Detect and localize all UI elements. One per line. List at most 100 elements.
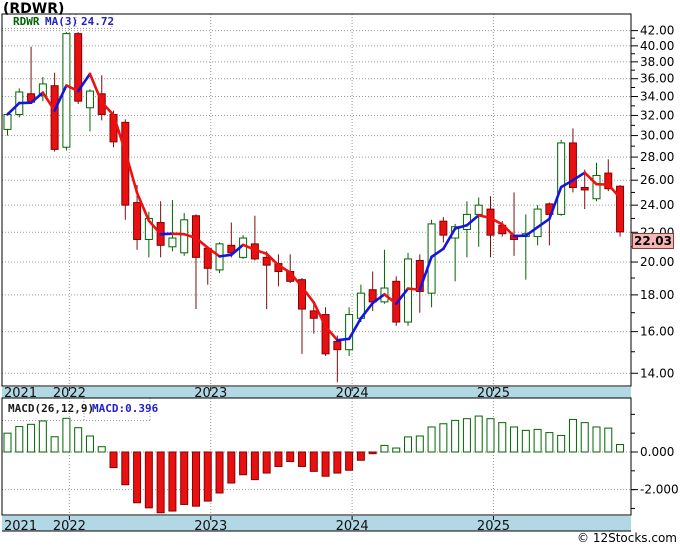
candle: [298, 279, 306, 310]
ma3-line-segment: [418, 255, 433, 292]
macd-bar: [180, 451, 189, 505]
macd-bar: [557, 434, 566, 453]
ma3-line-segment: [182, 232, 198, 240]
ma3-line-segment: [571, 171, 587, 182]
ma3-line-segment: [559, 178, 575, 189]
price-tick-label: 42.00: [640, 24, 674, 38]
macd-bar: [510, 426, 519, 453]
price-tick-label: 40.00: [640, 39, 674, 53]
candle: [133, 202, 142, 240]
ma3-line-segment: [536, 217, 551, 229]
candle: [616, 185, 625, 233]
ma3-line-segment: [100, 100, 115, 117]
macd-bar: [121, 451, 130, 486]
macd-bar: [321, 451, 330, 477]
ma3-line-segment: [41, 91, 56, 112]
macd-bar: [168, 451, 177, 512]
price-tick-label: 24.00: [640, 198, 674, 212]
ma3-line-segment: [347, 316, 363, 341]
macd-tick-label: 0.000: [640, 445, 674, 459]
ma3-line-segment: [253, 248, 268, 256]
macd-bar: [474, 415, 483, 453]
macd-bar: [415, 435, 424, 453]
ma3-line-segment: [324, 325, 339, 342]
macd-bar: [286, 451, 295, 463]
macd-bar: [156, 451, 165, 514]
macd-bar: [356, 451, 365, 461]
ma3-line-segment: [606, 183, 622, 200]
macd-bar: [545, 432, 554, 453]
ma3-line-segment: [524, 225, 539, 237]
year-label: 2021: [4, 519, 37, 534]
macd-bar: [451, 419, 460, 453]
macd-bar: [27, 423, 36, 453]
macd-bar: [227, 451, 236, 484]
price-tick-label: 28.00: [640, 150, 674, 164]
ma3-line-segment: [29, 91, 45, 105]
legend-ma-label: MA(3): [45, 15, 79, 28]
candle: [168, 237, 177, 248]
candle: [568, 142, 577, 188]
panel-border: [1, 397, 632, 516]
price-tick-label: 20.00: [640, 255, 674, 269]
candle: [604, 172, 613, 190]
macd-bar: [85, 435, 94, 453]
ma3-line-segment: [477, 213, 492, 220]
page-title: (RDWR): [3, 1, 65, 17]
candle: [3, 113, 12, 130]
ma3-line-segment: [371, 293, 386, 305]
ma3-line-segment: [394, 287, 410, 305]
x-axis-band: [2, 387, 631, 398]
ma3-line-segment: [53, 84, 68, 112]
ma3-line-segment: [300, 285, 316, 304]
price-tick-label: 34.00: [640, 90, 674, 104]
ma3-line-segment: [112, 113, 127, 153]
ma3-line-segment: [206, 246, 221, 258]
ma3-line-segment: [230, 243, 245, 257]
year-label: 2021: [4, 386, 37, 401]
year-label: 2023: [194, 519, 227, 534]
macd-bar: [144, 451, 153, 509]
macd-bar: [38, 420, 47, 453]
macd-bar: [533, 428, 542, 453]
macd-bar: [498, 422, 507, 453]
candle: [85, 90, 94, 109]
macd-bar: [262, 451, 271, 474]
legend-symbol: RDWR: [13, 15, 40, 28]
year-label: 2024: [336, 386, 369, 401]
candle: [533, 208, 542, 238]
macd-bar: [191, 451, 200, 507]
price-tick-label: 18.00: [640, 288, 674, 302]
ma3-line-segment: [76, 72, 92, 93]
macd-bar: [15, 426, 24, 453]
ma3-line-segment: [194, 236, 210, 250]
macd-bar: [50, 436, 59, 453]
candle: [474, 204, 483, 215]
ma3-line-segment: [359, 301, 374, 320]
price-tick-label: 32.00: [640, 108, 674, 122]
ma3-line-segment: [500, 223, 516, 238]
year-label: 2022: [53, 519, 86, 534]
ma3-line-segment: [453, 223, 469, 230]
candle: [557, 142, 566, 215]
ma3-line-segment: [489, 216, 504, 226]
copyright-link[interactable]: © 12Stocks.com: [577, 531, 677, 545]
candle: [486, 208, 495, 236]
ma3-line-segment: [583, 171, 598, 186]
candle: [38, 83, 47, 97]
price-tick-label: 30.00: [640, 129, 674, 143]
candle: [50, 85, 59, 150]
candle: [74, 33, 83, 102]
macd-bar: [392, 447, 401, 453]
ma3-line-segment: [65, 84, 80, 93]
price-tick-label: 16.00: [640, 325, 674, 339]
macd-bar: [203, 451, 212, 502]
ma3-line-segment: [218, 253, 233, 258]
candle: [333, 341, 342, 351]
macd-bar: [592, 426, 601, 453]
macd-bar: [309, 451, 318, 472]
macd-bar: [368, 451, 377, 455]
macd-bar: [97, 446, 106, 453]
candle: [203, 247, 212, 269]
